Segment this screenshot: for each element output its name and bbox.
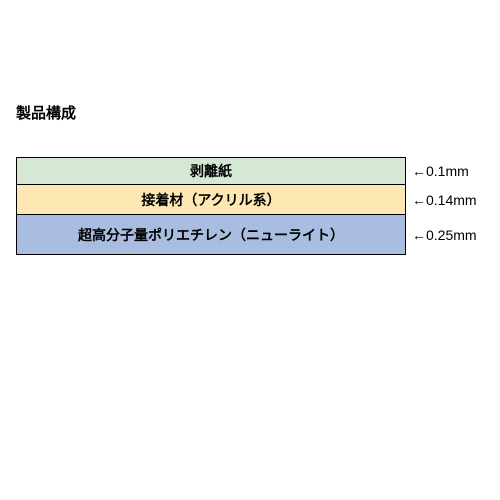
layer-adhesive: 接着材（アクリル系） (16, 185, 406, 215)
layer-release-paper: 剥離紙 (16, 157, 406, 185)
layer-diagram: 剥離紙 ←0.1mm 接着材（アクリル系） ←0.14mm 超高分子量ポリエチレ… (16, 157, 484, 255)
thickness-label: ←0.14mm (412, 192, 477, 208)
diagram-title: 製品構成 (16, 102, 76, 123)
layer-label: 超高分子量ポリエチレン（ニューライト） (78, 225, 344, 245)
layer-label: 接着材（アクリル系） (141, 190, 280, 210)
layer-row: 剥離紙 ←0.1mm (16, 157, 484, 185)
thickness-label: ←0.25mm (412, 227, 477, 243)
layer-row: 超高分子量ポリエチレン（ニューライト） ←0.25mm (16, 215, 484, 255)
layer-label: 剥離紙 (190, 161, 232, 181)
layer-polyethylene: 超高分子量ポリエチレン（ニューライト） (16, 215, 406, 255)
thickness-label: ←0.1mm (412, 163, 469, 179)
layer-row: 接着材（アクリル系） ←0.14mm (16, 185, 484, 215)
